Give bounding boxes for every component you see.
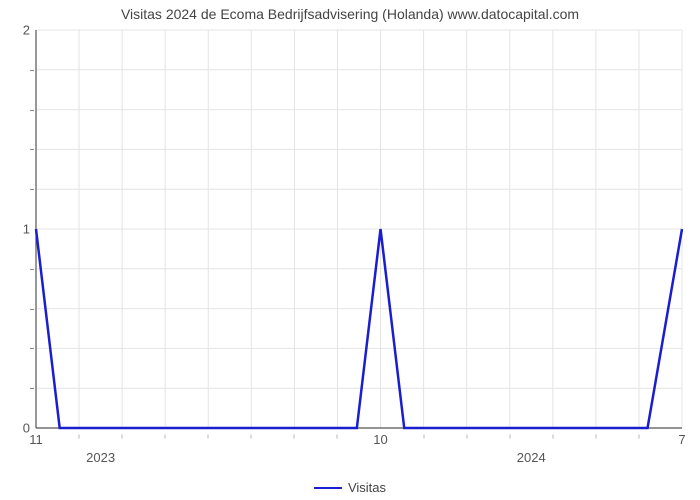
y-minor-tick	[30, 70, 34, 71]
y-minor-tick	[30, 189, 34, 190]
legend-label: Visitas	[348, 480, 386, 495]
x-minor-tick	[423, 435, 424, 439]
x-year-label: 2023	[86, 450, 115, 465]
x-minor-tick	[552, 435, 553, 439]
legend-line-swatch	[314, 487, 342, 489]
y-minor-tick	[30, 309, 34, 310]
y-minor-tick	[30, 269, 34, 270]
x-minor-tick	[466, 435, 467, 439]
x-tick-label: 10	[373, 432, 387, 447]
x-minor-tick	[79, 435, 80, 439]
x-tick-label: 7	[678, 432, 685, 447]
x-minor-tick	[638, 435, 639, 439]
y-tick-label: 1	[23, 222, 30, 237]
x-minor-tick	[595, 435, 596, 439]
plot-area: 0121110720232024	[36, 30, 682, 428]
legend: Visitas	[314, 480, 386, 495]
chart-title: Visitas 2024 de Ecoma Bedrijfsadvisering…	[0, 6, 700, 22]
x-year-label: 2024	[517, 450, 546, 465]
chart-container: Visitas 2024 de Ecoma Bedrijfsadvisering…	[0, 0, 700, 500]
y-minor-tick	[30, 110, 34, 111]
x-minor-tick	[122, 435, 123, 439]
y-minor-tick	[30, 348, 34, 349]
x-minor-tick	[251, 435, 252, 439]
x-tick-label: 11	[29, 432, 43, 447]
x-minor-tick	[509, 435, 510, 439]
x-minor-tick	[208, 435, 209, 439]
x-minor-tick	[294, 435, 295, 439]
plot-svg	[36, 30, 682, 428]
y-minor-tick	[30, 149, 34, 150]
y-minor-tick	[30, 388, 34, 389]
x-minor-tick	[337, 435, 338, 439]
x-minor-tick	[165, 435, 166, 439]
y-tick-label: 2	[23, 23, 30, 38]
